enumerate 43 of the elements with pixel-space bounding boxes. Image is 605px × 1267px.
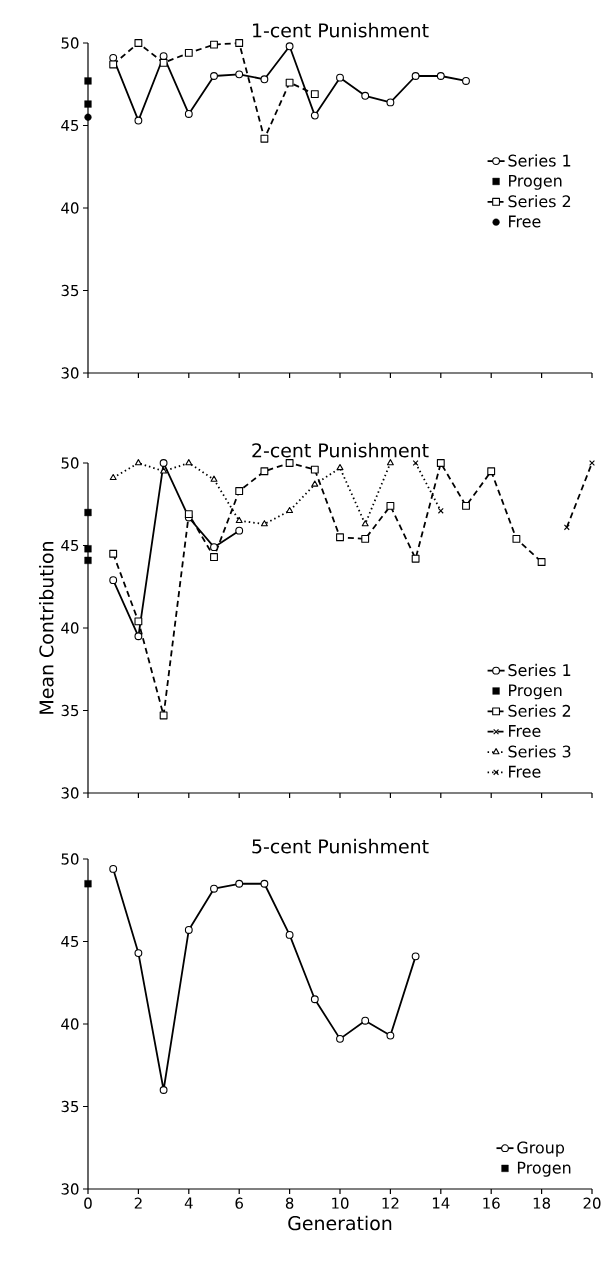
x-tick-label: 6 xyxy=(235,1197,244,1209)
legend-label: Free xyxy=(509,765,541,778)
y-tick-label: 45 xyxy=(61,119,79,132)
x-tick-label: 4 xyxy=(184,1197,193,1209)
x-tick-label: 20 xyxy=(583,1197,601,1209)
legend-label: Free xyxy=(509,215,541,228)
legend-label: Series 3 xyxy=(508,745,571,758)
x-tick-label: 16 xyxy=(483,1197,500,1209)
legend-label: Progen xyxy=(509,684,562,700)
y-tick-label: 35 xyxy=(61,1100,79,1113)
y-tick-label: 50 xyxy=(61,853,79,865)
legend-label: Series 2 xyxy=(508,195,571,208)
legend-label: Progen xyxy=(518,1161,571,1177)
chart-title: 2-cent Punishment xyxy=(252,442,429,458)
y-tick-label: 45 xyxy=(61,935,79,948)
y-tick-label: 45 xyxy=(61,539,79,552)
y-tick-label: 40 xyxy=(61,622,79,634)
x-tick-label: 18 xyxy=(533,1197,551,1209)
x-tick-label: 10 xyxy=(332,1197,349,1209)
x-tick-label: 0 xyxy=(84,1197,92,1209)
y-tick-label: 30 xyxy=(61,1183,79,1195)
y-tick-label: 40 xyxy=(61,1018,79,1030)
y-tick-label: 35 xyxy=(61,704,79,717)
legend-label: Group xyxy=(517,1141,565,1157)
x-tick-label: 2 xyxy=(134,1197,142,1209)
legend-label: Progen xyxy=(509,174,562,190)
y-tick-label: 50 xyxy=(61,37,79,49)
legend-label: Series 1 xyxy=(508,154,571,167)
y-tick-label: 30 xyxy=(61,787,79,799)
x-tick-label: 14 xyxy=(433,1197,450,1209)
legend-label: Free xyxy=(509,725,541,737)
x-tick-label: 12 xyxy=(382,1197,399,1209)
y-tick-label: 50 xyxy=(61,457,79,469)
legend-label: Series 1 xyxy=(508,663,571,677)
y-tick-label: 30 xyxy=(61,367,79,379)
x-tick-label: 8 xyxy=(285,1197,294,1209)
chart-title: 5-cent Punishment xyxy=(252,838,429,854)
y-axis-title: Mean Contribution xyxy=(39,542,54,714)
y-tick-label: 35 xyxy=(61,284,79,297)
chart-title: 1-cent Punishment xyxy=(253,22,429,38)
x-axis-title: Generation xyxy=(288,1215,392,1231)
legend-label: Series 2 xyxy=(508,704,571,717)
y-tick-label: 40 xyxy=(61,202,79,214)
